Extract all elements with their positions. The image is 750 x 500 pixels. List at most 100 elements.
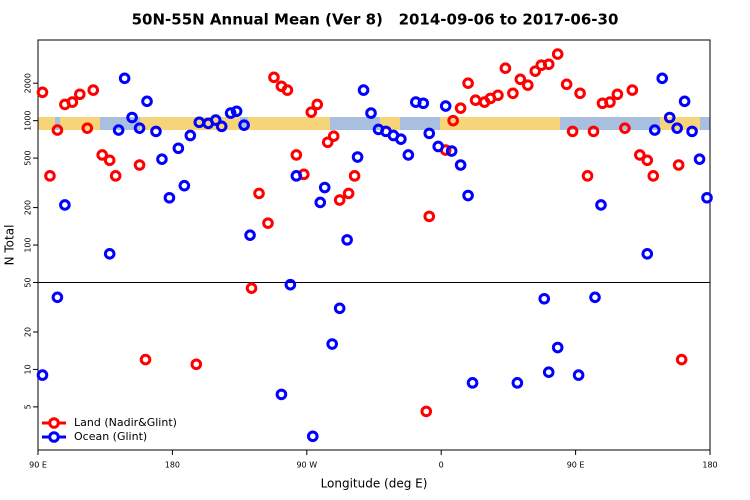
point bbox=[357, 84, 370, 96]
point bbox=[209, 114, 222, 126]
point bbox=[238, 119, 250, 131]
point bbox=[112, 124, 125, 136]
y-tick-label: 2000 bbox=[24, 73, 33, 93]
point bbox=[672, 159, 685, 171]
point bbox=[595, 199, 607, 211]
y-tick-label: 10 bbox=[24, 364, 33, 374]
point bbox=[306, 430, 319, 443]
point bbox=[245, 282, 258, 294]
point bbox=[51, 124, 64, 136]
point bbox=[701, 191, 713, 204]
point bbox=[150, 125, 162, 138]
point bbox=[445, 145, 458, 157]
point bbox=[395, 133, 407, 145]
point bbox=[327, 130, 340, 142]
point bbox=[326, 338, 338, 350]
point bbox=[290, 149, 303, 161]
point bbox=[103, 154, 116, 167]
legend-label: Land (Nadir&Glint) bbox=[74, 416, 177, 429]
legend-label: Ocean (Glint) bbox=[74, 430, 147, 443]
point bbox=[693, 153, 706, 165]
band-land bbox=[140, 117, 240, 130]
point bbox=[538, 292, 551, 305]
point bbox=[439, 100, 452, 112]
plot-frame bbox=[37, 39, 711, 451]
point bbox=[469, 94, 482, 107]
point bbox=[190, 358, 203, 371]
point bbox=[284, 278, 297, 291]
point bbox=[420, 405, 433, 418]
y-tick-label: 50 bbox=[24, 277, 33, 287]
point bbox=[141, 95, 153, 108]
point bbox=[44, 170, 56, 182]
point bbox=[511, 377, 524, 389]
point bbox=[542, 58, 555, 71]
point bbox=[281, 84, 294, 96]
point bbox=[560, 78, 573, 91]
point bbox=[423, 127, 436, 140]
y-tick-label: 1000 bbox=[24, 110, 33, 130]
point bbox=[529, 65, 542, 77]
point bbox=[81, 122, 94, 134]
point bbox=[311, 98, 324, 111]
point bbox=[447, 114, 459, 127]
point bbox=[184, 129, 197, 142]
point bbox=[675, 353, 688, 366]
y-tick-label: 5 bbox=[24, 404, 33, 409]
point bbox=[462, 77, 474, 90]
point bbox=[74, 88, 86, 101]
point bbox=[321, 136, 334, 149]
band-land bbox=[60, 117, 100, 130]
point bbox=[36, 86, 49, 99]
point bbox=[499, 62, 512, 75]
point bbox=[417, 97, 430, 110]
point bbox=[66, 96, 79, 108]
band-land bbox=[38, 117, 55, 130]
band-land bbox=[440, 117, 560, 130]
point bbox=[87, 84, 100, 96]
point bbox=[365, 107, 377, 119]
point bbox=[648, 124, 661, 136]
point bbox=[314, 196, 327, 209]
point bbox=[244, 229, 256, 241]
legend-marker bbox=[48, 417, 60, 429]
point bbox=[566, 125, 579, 138]
x-tick-label: 180 bbox=[702, 461, 717, 470]
point bbox=[551, 48, 564, 60]
point bbox=[342, 187, 355, 200]
point bbox=[551, 341, 564, 354]
point bbox=[103, 248, 116, 260]
point bbox=[454, 159, 467, 171]
point bbox=[542, 366, 555, 378]
chart-title: 50N-55N Annual Mean (Ver 8) 2014-09-06 t… bbox=[132, 11, 619, 29]
point bbox=[686, 125, 698, 138]
y-tick-label: 200 bbox=[24, 200, 33, 215]
point bbox=[572, 369, 585, 381]
point bbox=[230, 105, 243, 118]
y-axis-label: N Total bbox=[3, 225, 17, 266]
point bbox=[275, 388, 288, 401]
point bbox=[262, 217, 274, 229]
point bbox=[341, 234, 353, 246]
point bbox=[36, 369, 49, 381]
point bbox=[224, 107, 237, 119]
point bbox=[51, 291, 64, 304]
point bbox=[589, 291, 601, 304]
point bbox=[678, 95, 691, 108]
point bbox=[581, 170, 594, 182]
point bbox=[647, 170, 660, 182]
point bbox=[656, 72, 669, 85]
x-tick-label: 0 bbox=[439, 461, 444, 470]
point bbox=[619, 122, 631, 134]
point bbox=[133, 122, 146, 134]
point bbox=[663, 111, 676, 124]
point bbox=[333, 194, 346, 206]
point bbox=[432, 140, 445, 153]
point bbox=[59, 199, 71, 211]
x-tick-label: 90 E bbox=[29, 461, 47, 470]
point bbox=[514, 73, 527, 86]
x-tick-label: 90 E bbox=[567, 461, 585, 470]
point bbox=[641, 154, 654, 167]
point bbox=[253, 187, 265, 200]
y-tick-label: 20 bbox=[24, 327, 33, 337]
